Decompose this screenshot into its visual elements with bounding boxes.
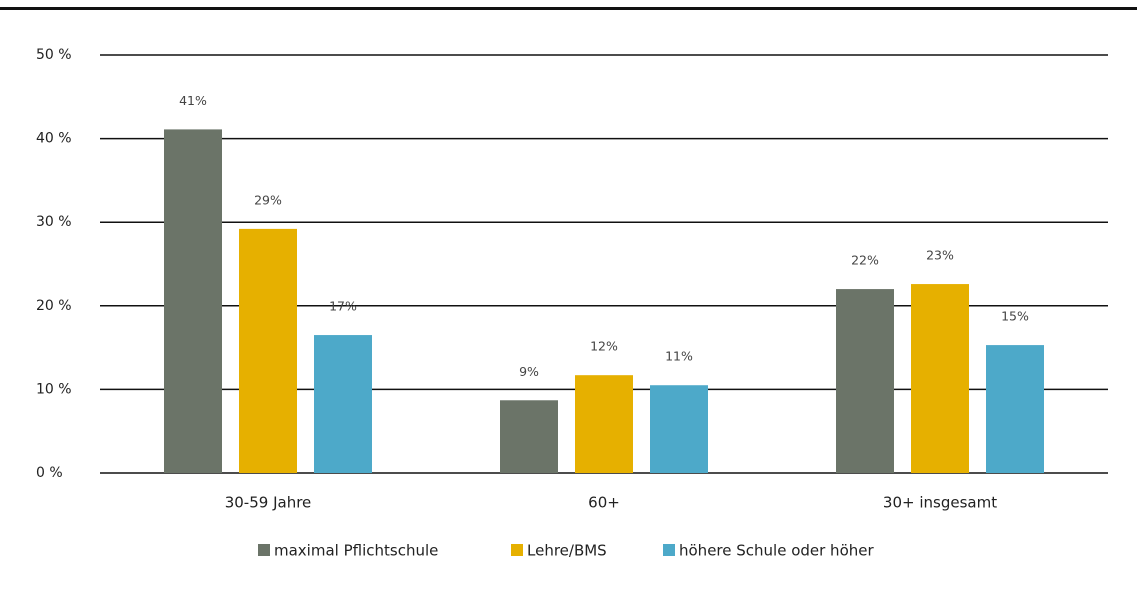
- legend-swatch: [511, 544, 523, 556]
- value-label: 12%: [590, 339, 618, 354]
- y-tick-label: 30 %: [36, 214, 72, 230]
- value-label: 23%: [926, 248, 954, 263]
- y-tick-label: 50 %: [36, 47, 72, 63]
- value-label: 41%: [179, 93, 207, 108]
- bar: [314, 335, 372, 473]
- top-rule: [0, 7, 1137, 10]
- x-tick-label: 30-59 Jahre: [225, 494, 312, 512]
- value-label: 17%: [329, 299, 357, 314]
- legend-label: höhere Schule oder höher: [679, 542, 874, 560]
- value-label: 29%: [254, 192, 282, 207]
- x-tick-label: 30+ insgesamt: [883, 494, 997, 512]
- y-tick-label: 10 %: [36, 381, 72, 397]
- bar: [239, 228, 297, 473]
- bar: [911, 284, 969, 473]
- value-label: 22%: [851, 253, 879, 268]
- bar: [164, 129, 222, 474]
- bar: [575, 375, 633, 473]
- x-tick-label: 60+: [588, 494, 620, 512]
- value-label: 9%: [519, 364, 539, 379]
- legend-swatch: [663, 544, 675, 556]
- y-tick-label: 0 %: [36, 465, 63, 481]
- y-tick-label: 40 %: [36, 131, 72, 147]
- bar: [650, 385, 708, 473]
- bar: [986, 345, 1044, 473]
- y-tick-label: 20 %: [36, 298, 72, 314]
- bar: [500, 400, 558, 473]
- bar: [836, 289, 894, 473]
- legend-swatch: [258, 544, 270, 556]
- value-label: 11%: [665, 349, 693, 364]
- legend-label: Lehre/BMS: [527, 542, 607, 560]
- value-label: 15%: [1001, 309, 1029, 324]
- legend-label: maximal Pflichtschule: [274, 542, 438, 560]
